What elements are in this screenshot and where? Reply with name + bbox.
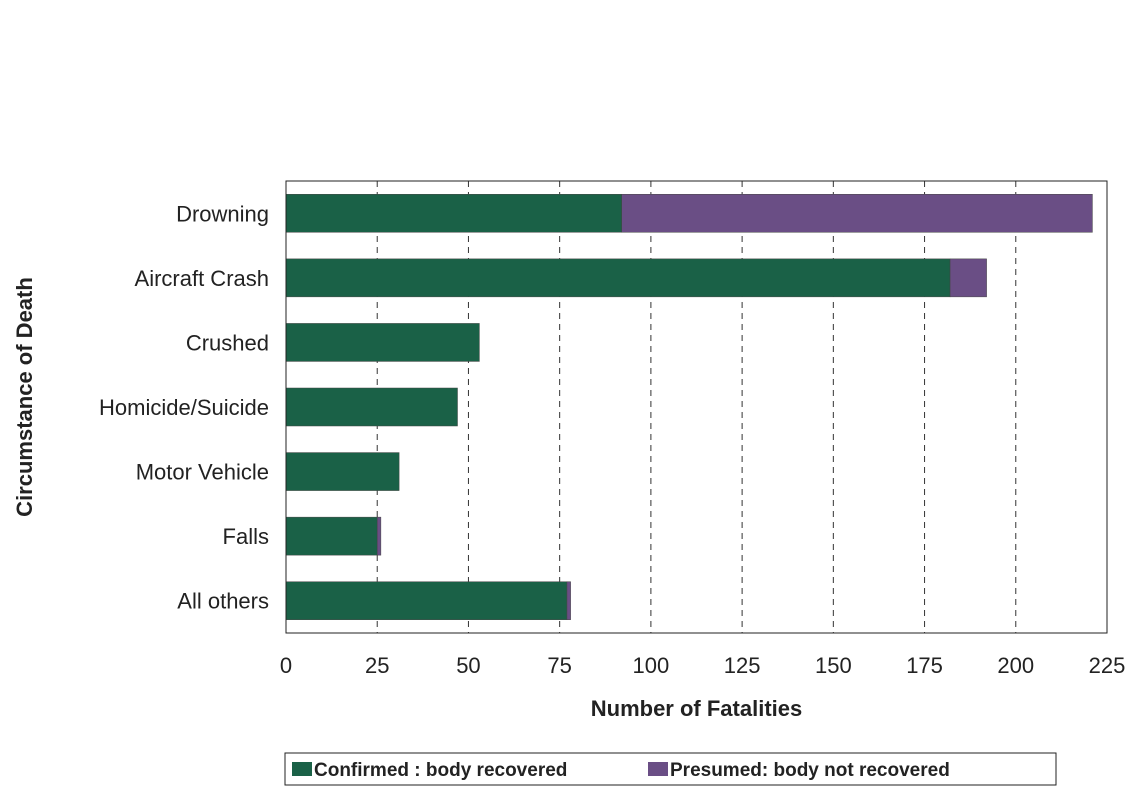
- bar-presumed: [949, 258, 987, 298]
- bar-confirmed: [285, 516, 378, 556]
- legend-box: [284, 752, 1057, 786]
- x-tick-label: 50: [456, 653, 480, 678]
- legend-label-presumed: Presumed: body not recovered: [670, 760, 950, 781]
- legend-label-confirmed: Confirmed : body recovered: [314, 760, 567, 781]
- bar-confirmed: [285, 194, 622, 233]
- bar-presumed: [376, 516, 382, 556]
- x-tick-label: 125: [724, 653, 761, 678]
- y-axis-title: Circumstance of Death: [12, 277, 37, 517]
- x-tick-label: 175: [906, 653, 943, 678]
- x-axis-ticks: 0 25 50 75 100 125 150 175 200 225: [280, 653, 1125, 678]
- y-category-label: Falls: [223, 524, 269, 549]
- bar-confirmed: [285, 581, 568, 620]
- bar-confirmed: [285, 258, 951, 298]
- y-category-label: Homicide/Suicide: [99, 395, 269, 420]
- x-tick-label: 200: [997, 653, 1034, 678]
- legend: Confirmed : body recovered Presumed: bod…: [284, 752, 1057, 786]
- grid-lines: [376, 181, 1017, 633]
- x-tick-label: 25: [365, 653, 389, 678]
- x-tick-label: 100: [633, 653, 670, 678]
- bar-confirmed: [285, 387, 458, 427]
- y-category-label: Drowning: [176, 201, 269, 226]
- legend-swatch-presumed: [648, 762, 668, 776]
- y-category-label: Crushed: [186, 330, 269, 355]
- y-axis-categories: Drowning Aircraft Crash Crushed Homicide/Su…: [99, 201, 269, 613]
- bar-confirmed: [285, 452, 400, 491]
- y-category-label: Motor Vehicle: [136, 460, 269, 485]
- x-tick-label: 75: [547, 653, 571, 678]
- bar-presumed: [566, 581, 571, 620]
- x-tick-label: 0: [280, 653, 292, 678]
- x-tick-label: 225: [1089, 653, 1126, 678]
- y-category-label: All others: [177, 589, 269, 614]
- bar-group: [285, 194, 1093, 620]
- plot-area-frame: [285, 180, 1108, 634]
- x-tick-label: 150: [815, 653, 852, 678]
- y-category-label: Aircraft Crash: [135, 266, 269, 291]
- x-axis-title: Number of Fatalities: [591, 696, 802, 721]
- bar-presumed: [621, 194, 1093, 233]
- bar-confirmed: [285, 323, 480, 362]
- legend-swatch-confirmed: [292, 762, 312, 776]
